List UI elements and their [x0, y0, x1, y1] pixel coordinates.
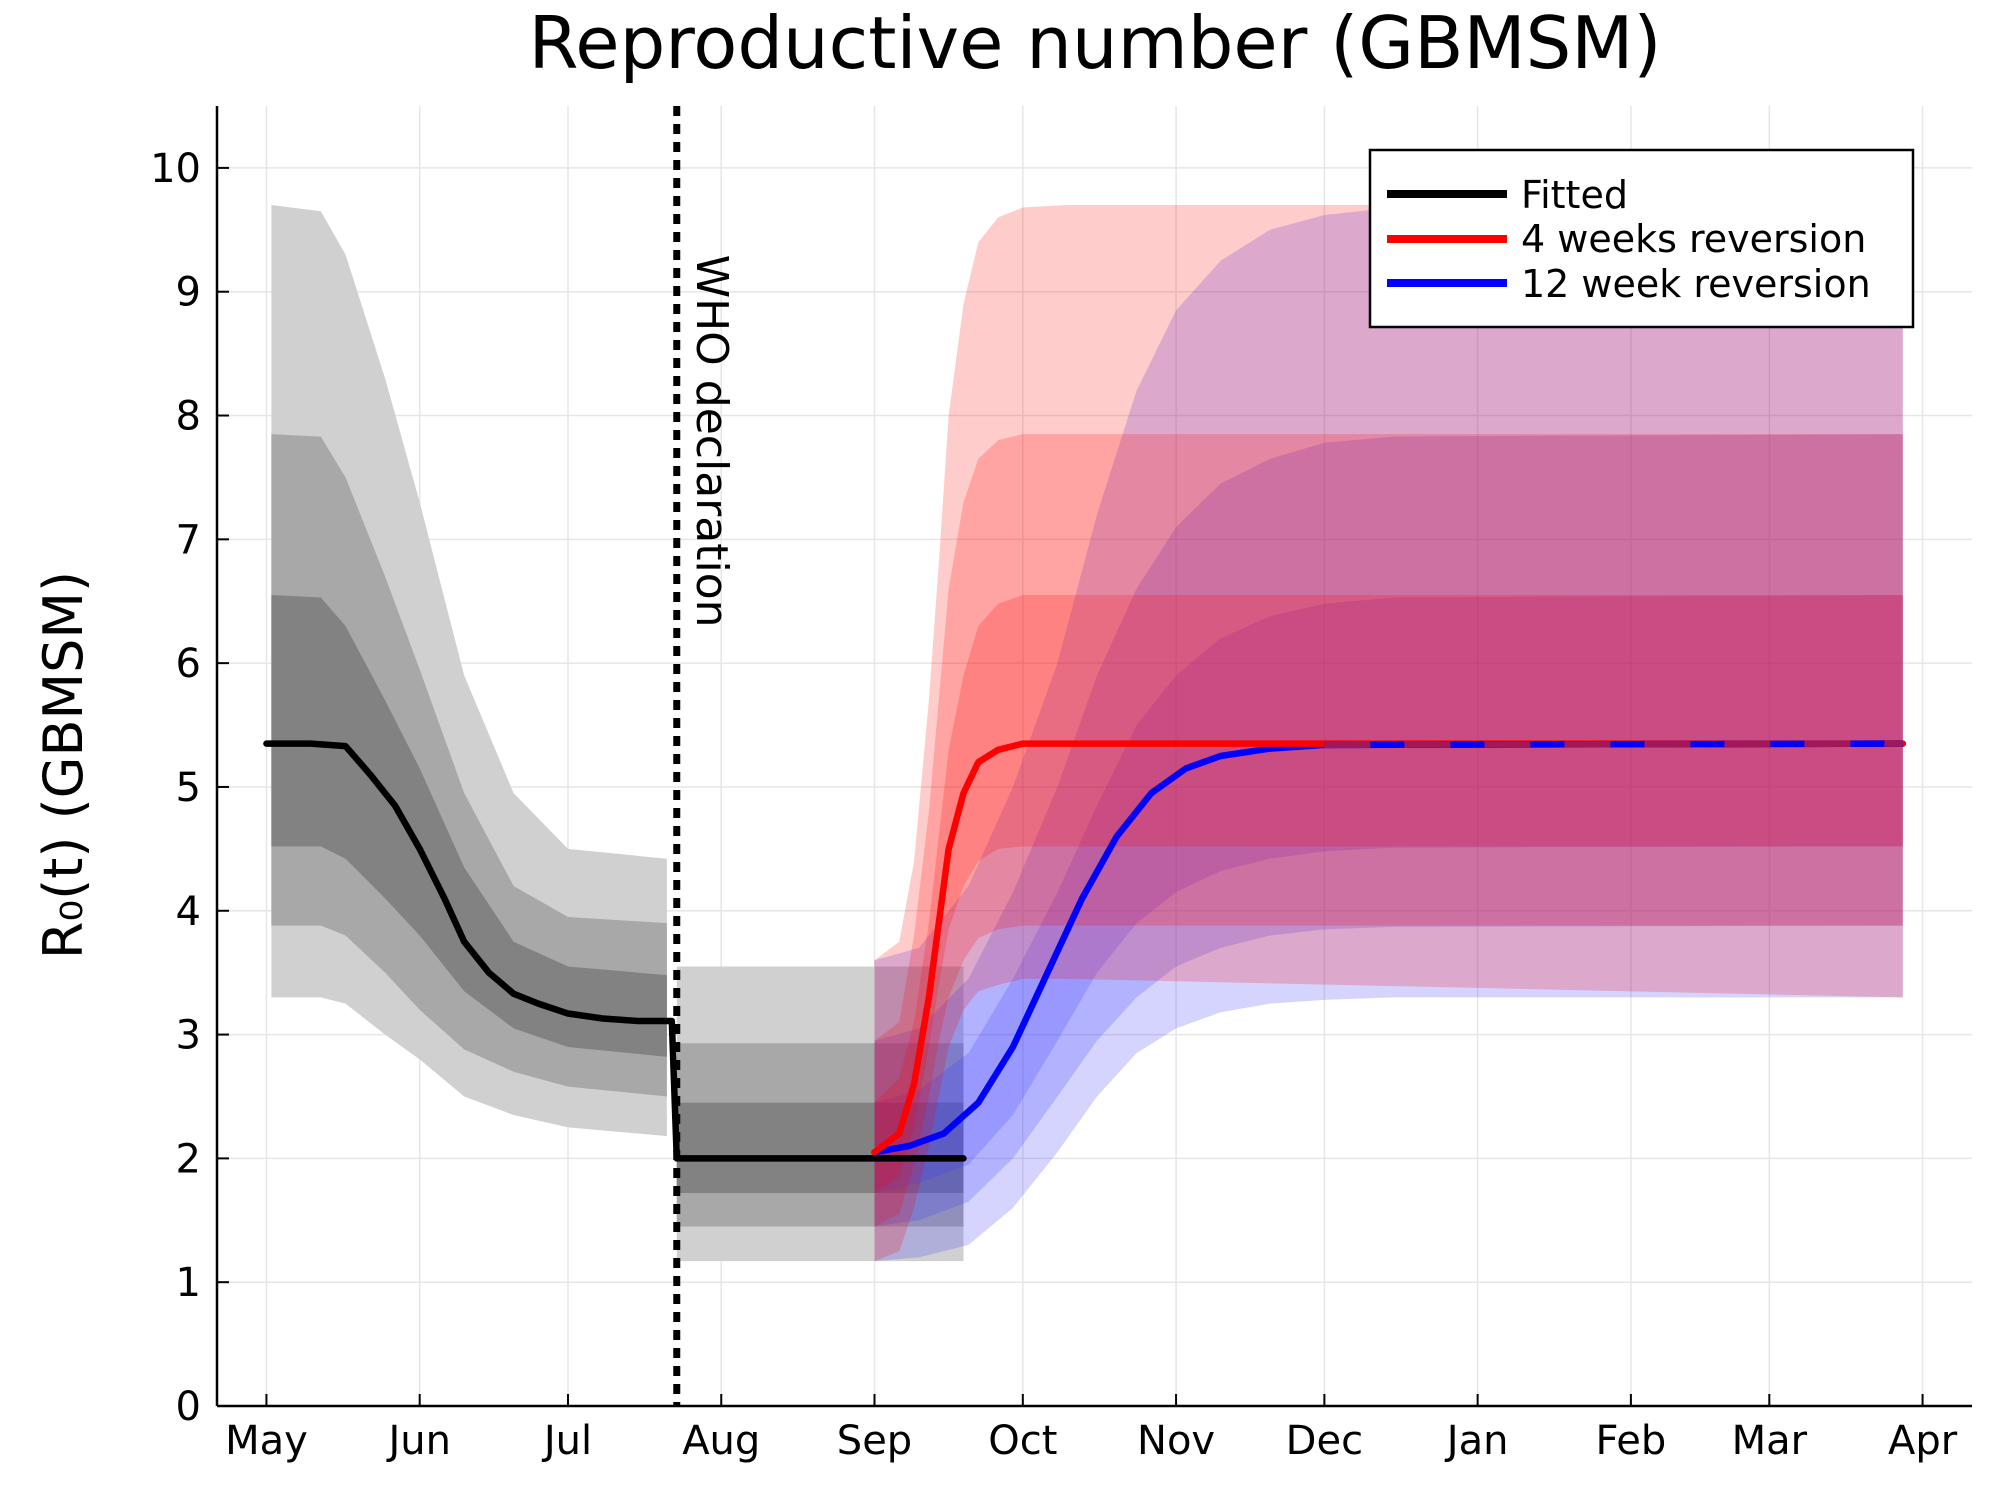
x-tick-label-oct: Oct [988, 1418, 1057, 1464]
x-tick-label-aug: Aug [682, 1418, 760, 1464]
x-tick-label-nov: Nov [1137, 1418, 1215, 1464]
series-line-fitted [263, 740, 967, 1162]
x-tick-label-mar: Mar [1732, 1418, 1808, 1464]
y-tick-label-10: 10 [150, 146, 201, 192]
y-tick-label-4: 4 [176, 889, 201, 935]
band-4-weeks-reversion-outer-0 [874, 205, 1903, 1262]
axes [215, 106, 1972, 1408]
y-tick-label-3: 3 [176, 1013, 201, 1059]
y-tick-label-5: 5 [176, 765, 201, 811]
uncertainty-bands [271, 205, 1903, 1262]
series-line-4-weeks-reversion [871, 740, 1907, 1156]
legend-label-12-week: 12 week reversion [1521, 262, 1871, 306]
y-axis-label: R₀(t) (GBMSM) [32, 571, 95, 959]
legend-label-fitted: Fitted [1521, 173, 1628, 217]
x-tick-label-sep: Sep [837, 1418, 912, 1464]
x-tick-label-jan: Jan [1444, 1418, 1509, 1464]
y-tick-label-1: 1 [176, 1260, 201, 1306]
band-12-week-reversion-middle-1 [874, 434, 1903, 1227]
overlap-dash-line [1324, 740, 1903, 749]
who-declaration-label: WHO declaration [686, 255, 737, 628]
series-line-12-week-reversion [871, 740, 1907, 1156]
y-tick-label-7: 7 [176, 517, 201, 563]
y-tick-label-2: 2 [176, 1136, 201, 1182]
x-tick-label-feb: Feb [1595, 1418, 1666, 1464]
who-declaration-annotation: WHO declaration [673, 106, 737, 1406]
y-tick-label-6: 6 [176, 641, 201, 687]
x-tick-label-jun: Jun [385, 1418, 451, 1464]
band-fitted-inner-5 [676, 1102, 964, 1194]
band-4-weeks-reversion-middle-1 [874, 434, 1903, 1227]
x-tick-label-apr: Apr [1888, 1418, 1958, 1464]
band-12-week-reversion-outer-0 [874, 205, 1903, 1262]
band-fitted-inner-2 [271, 595, 667, 1057]
y-tick-label-8: 8 [176, 394, 201, 440]
legend: Fitted 4 weeks reversion 12 week reversi… [1368, 148, 1915, 329]
chart-title: Reproductive number (GBMSM) [528, 1, 1661, 85]
tick-labels: 0 1 2 3 4 5 6 7 8 9 10 May Jun Jul Aug Sep Oct Nov Dec Jan F… [150, 146, 1958, 1464]
x-tick-label-may: May [225, 1418, 308, 1464]
series-lines [263, 740, 1907, 1162]
x-tick-label-jul: Jul [541, 1418, 592, 1464]
band-fitted-middle-1 [271, 434, 667, 1097]
legend-label-4-weeks: 4 weeks reversion [1521, 217, 1866, 261]
x-tick-label-dec: Dec [1286, 1418, 1363, 1464]
y-tick-label-9: 9 [176, 270, 201, 316]
y-tick-label-0: 0 [176, 1384, 201, 1430]
